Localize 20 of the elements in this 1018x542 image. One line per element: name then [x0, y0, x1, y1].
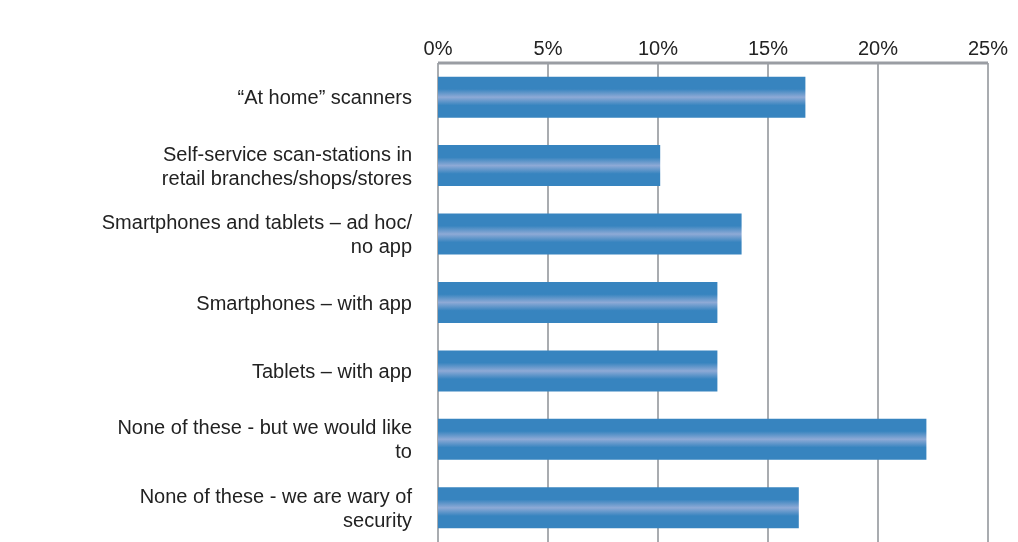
- x-tick-label: 0%: [423, 37, 453, 59]
- x-tick-label: 20%: [857, 37, 899, 59]
- x-tick-label: 10%: [637, 37, 679, 59]
- x-tick-label: 15%: [747, 37, 789, 59]
- bar: [438, 350, 718, 392]
- bar: [438, 281, 718, 323]
- y-tick-label: Tablets – with app: [251, 359, 412, 382]
- y-tick-label: Self-service scan-stations in retail branches/shops/stores: [161, 142, 412, 189]
- y-tick-label: None of these - we are wary of security: [139, 484, 413, 531]
- y-tick-label: Smartphones – with app: [196, 291, 412, 314]
- x-tick-label: 25%: [967, 37, 1009, 59]
- y-tick-label: “At home” scanners: [237, 86, 412, 109]
- bar: [438, 487, 799, 529]
- bar: [438, 418, 927, 460]
- bar: [438, 145, 661, 187]
- x-tick-label: 5%: [533, 37, 563, 59]
- bar: [438, 213, 742, 255]
- y-tick-label: Smartphones and tablets – ad hoc/ no app: [101, 211, 413, 258]
- bar: [438, 76, 806, 118]
- y-tick-label: None of these - but we would like to: [117, 416, 412, 463]
